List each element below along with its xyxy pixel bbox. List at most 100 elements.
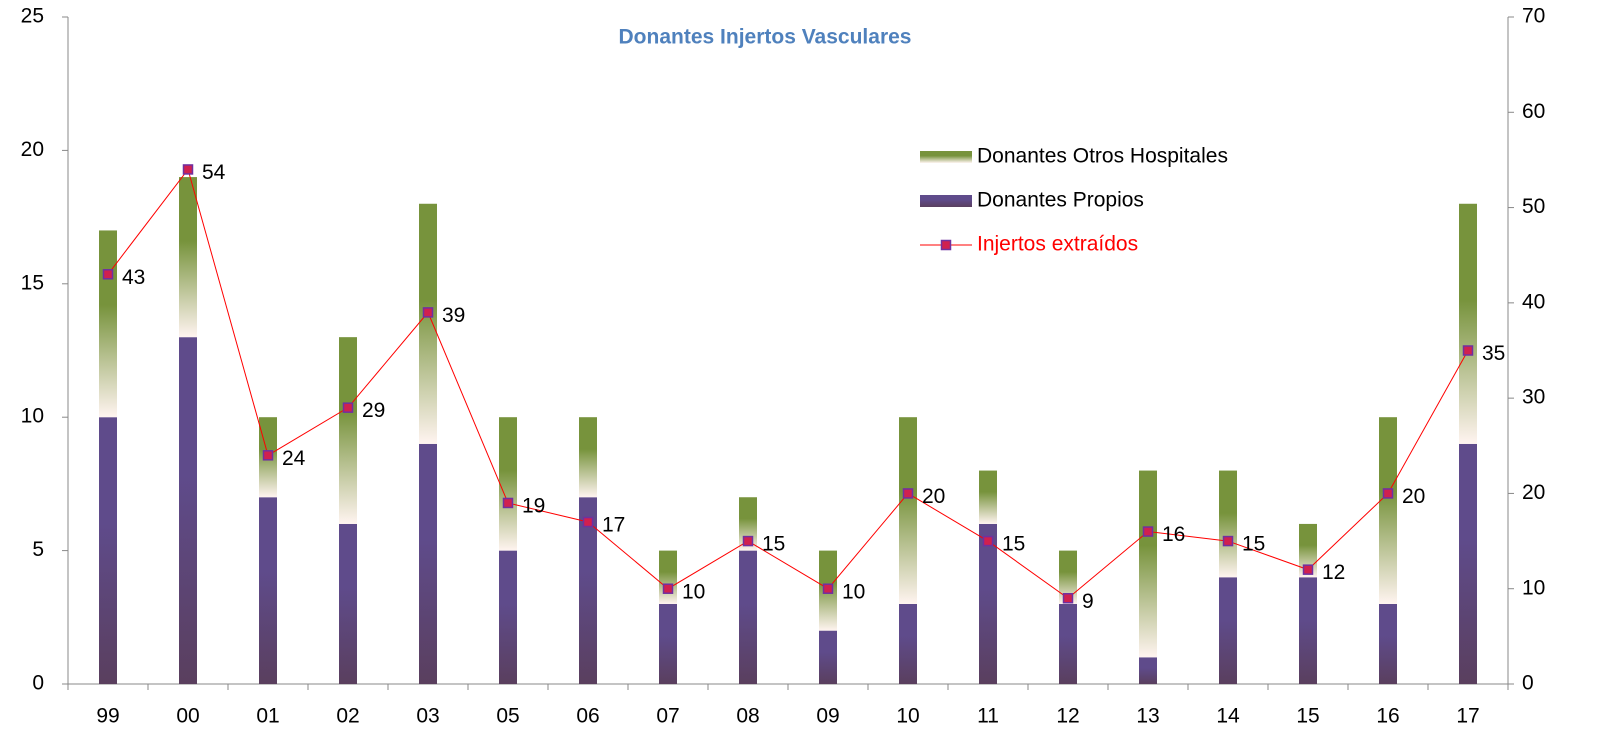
data-label: 10	[682, 580, 705, 603]
x-tick-label: 09	[816, 705, 839, 728]
marker	[262, 450, 274, 461]
marker	[342, 402, 354, 413]
bar	[899, 417, 917, 604]
x-tick-label: 15	[1296, 705, 1319, 728]
data-label: 39	[442, 304, 465, 327]
marker	[1222, 535, 1234, 547]
marker	[102, 269, 114, 280]
data-label: 16	[1162, 523, 1185, 546]
x-tick-label: 14	[1216, 705, 1240, 728]
x-tick-label: 10	[896, 705, 919, 728]
bar	[1139, 470, 1157, 658]
y-tick-label: 25	[21, 5, 44, 28]
x-tick-label: 13	[1136, 705, 1159, 728]
data-label: 20	[922, 485, 945, 508]
x-tick-label: 11	[977, 705, 999, 728]
x-tick-label: 08	[736, 705, 759, 728]
bar	[1299, 523, 1317, 578]
y2-tick-label: 0	[1522, 672, 1534, 695]
data-label: 10	[842, 580, 865, 603]
data-label: 15	[1002, 533, 1025, 556]
marker	[422, 307, 434, 318]
x-tick-label: 00	[176, 705, 199, 728]
marker	[662, 583, 674, 594]
legend-swatch	[920, 151, 972, 163]
bar	[739, 550, 757, 684]
y2-tick-label: 60	[1522, 100, 1545, 123]
y2-tick-label: 40	[1522, 290, 1545, 313]
bar	[899, 603, 917, 684]
bar	[179, 177, 197, 338]
x-tick-label: 07	[656, 705, 679, 728]
bar	[1219, 577, 1237, 684]
bar	[339, 337, 357, 524]
x-tick-label: 05	[496, 705, 519, 728]
bar	[1299, 577, 1317, 684]
x-tick-label: 17	[1456, 705, 1479, 728]
bar	[419, 443, 437, 684]
marker	[742, 535, 754, 547]
bar	[179, 337, 197, 684]
data-label: 43	[122, 266, 145, 289]
x-tick-label: 99	[96, 705, 119, 728]
marker	[1462, 345, 1474, 356]
bar	[499, 417, 517, 551]
x-tick-label: 06	[576, 705, 599, 728]
chart-title: Donantes Injertos Vasculares	[619, 26, 912, 49]
bar	[819, 630, 837, 684]
bar	[99, 417, 117, 684]
bar	[1059, 550, 1077, 604]
bar	[979, 523, 997, 684]
data-label: 9	[1082, 590, 1094, 613]
data-label: 15	[1242, 533, 1265, 556]
y-tick-label: 20	[21, 138, 44, 161]
bar	[979, 470, 997, 524]
data-label: 20	[1402, 485, 1425, 508]
data-label: 35	[1482, 342, 1505, 365]
bar	[499, 550, 517, 684]
marker	[182, 164, 194, 175]
bar	[579, 497, 597, 684]
legend-label: Donantes Otros Hospitales	[977, 145, 1228, 168]
x-tick-label: 03	[416, 705, 439, 728]
legend-marker	[940, 239, 952, 251]
legend-swatch	[920, 195, 972, 207]
bar	[339, 523, 357, 684]
marker	[982, 535, 994, 547]
legend-label: Injertos extraídos	[977, 233, 1138, 256]
bar	[1459, 203, 1477, 444]
x-tick-label: 16	[1376, 705, 1399, 728]
bar	[1379, 603, 1397, 684]
bar	[1139, 657, 1157, 684]
bar	[419, 203, 437, 444]
marker	[1302, 564, 1314, 575]
y2-tick-label: 20	[1522, 481, 1545, 504]
data-label: 29	[362, 399, 385, 422]
marker	[502, 497, 514, 509]
bar	[659, 603, 677, 684]
y-tick-label: 0	[32, 672, 44, 695]
data-label: 15	[762, 533, 785, 556]
data-label: 17	[602, 514, 625, 537]
x-tick-label: 01	[256, 705, 279, 728]
x-tick-label: 12	[1056, 705, 1079, 728]
bar	[1219, 470, 1237, 578]
marker	[822, 583, 834, 594]
marker	[1142, 526, 1154, 537]
y2-tick-label: 50	[1522, 195, 1545, 218]
bar	[1379, 417, 1397, 604]
x-tick-label: 02	[336, 705, 359, 728]
y2-tick-label: 10	[1522, 576, 1545, 599]
data-label: 19	[522, 495, 545, 518]
y-tick-label: 15	[21, 271, 44, 294]
marker	[1062, 592, 1074, 604]
data-label: 54	[202, 161, 226, 184]
marker	[1382, 488, 1394, 499]
y2-tick-label: 30	[1522, 386, 1545, 409]
y2-tick-label: 70	[1522, 5, 1545, 28]
bar	[579, 417, 597, 498]
y-tick-label: 5	[32, 538, 44, 561]
bar	[259, 497, 277, 684]
